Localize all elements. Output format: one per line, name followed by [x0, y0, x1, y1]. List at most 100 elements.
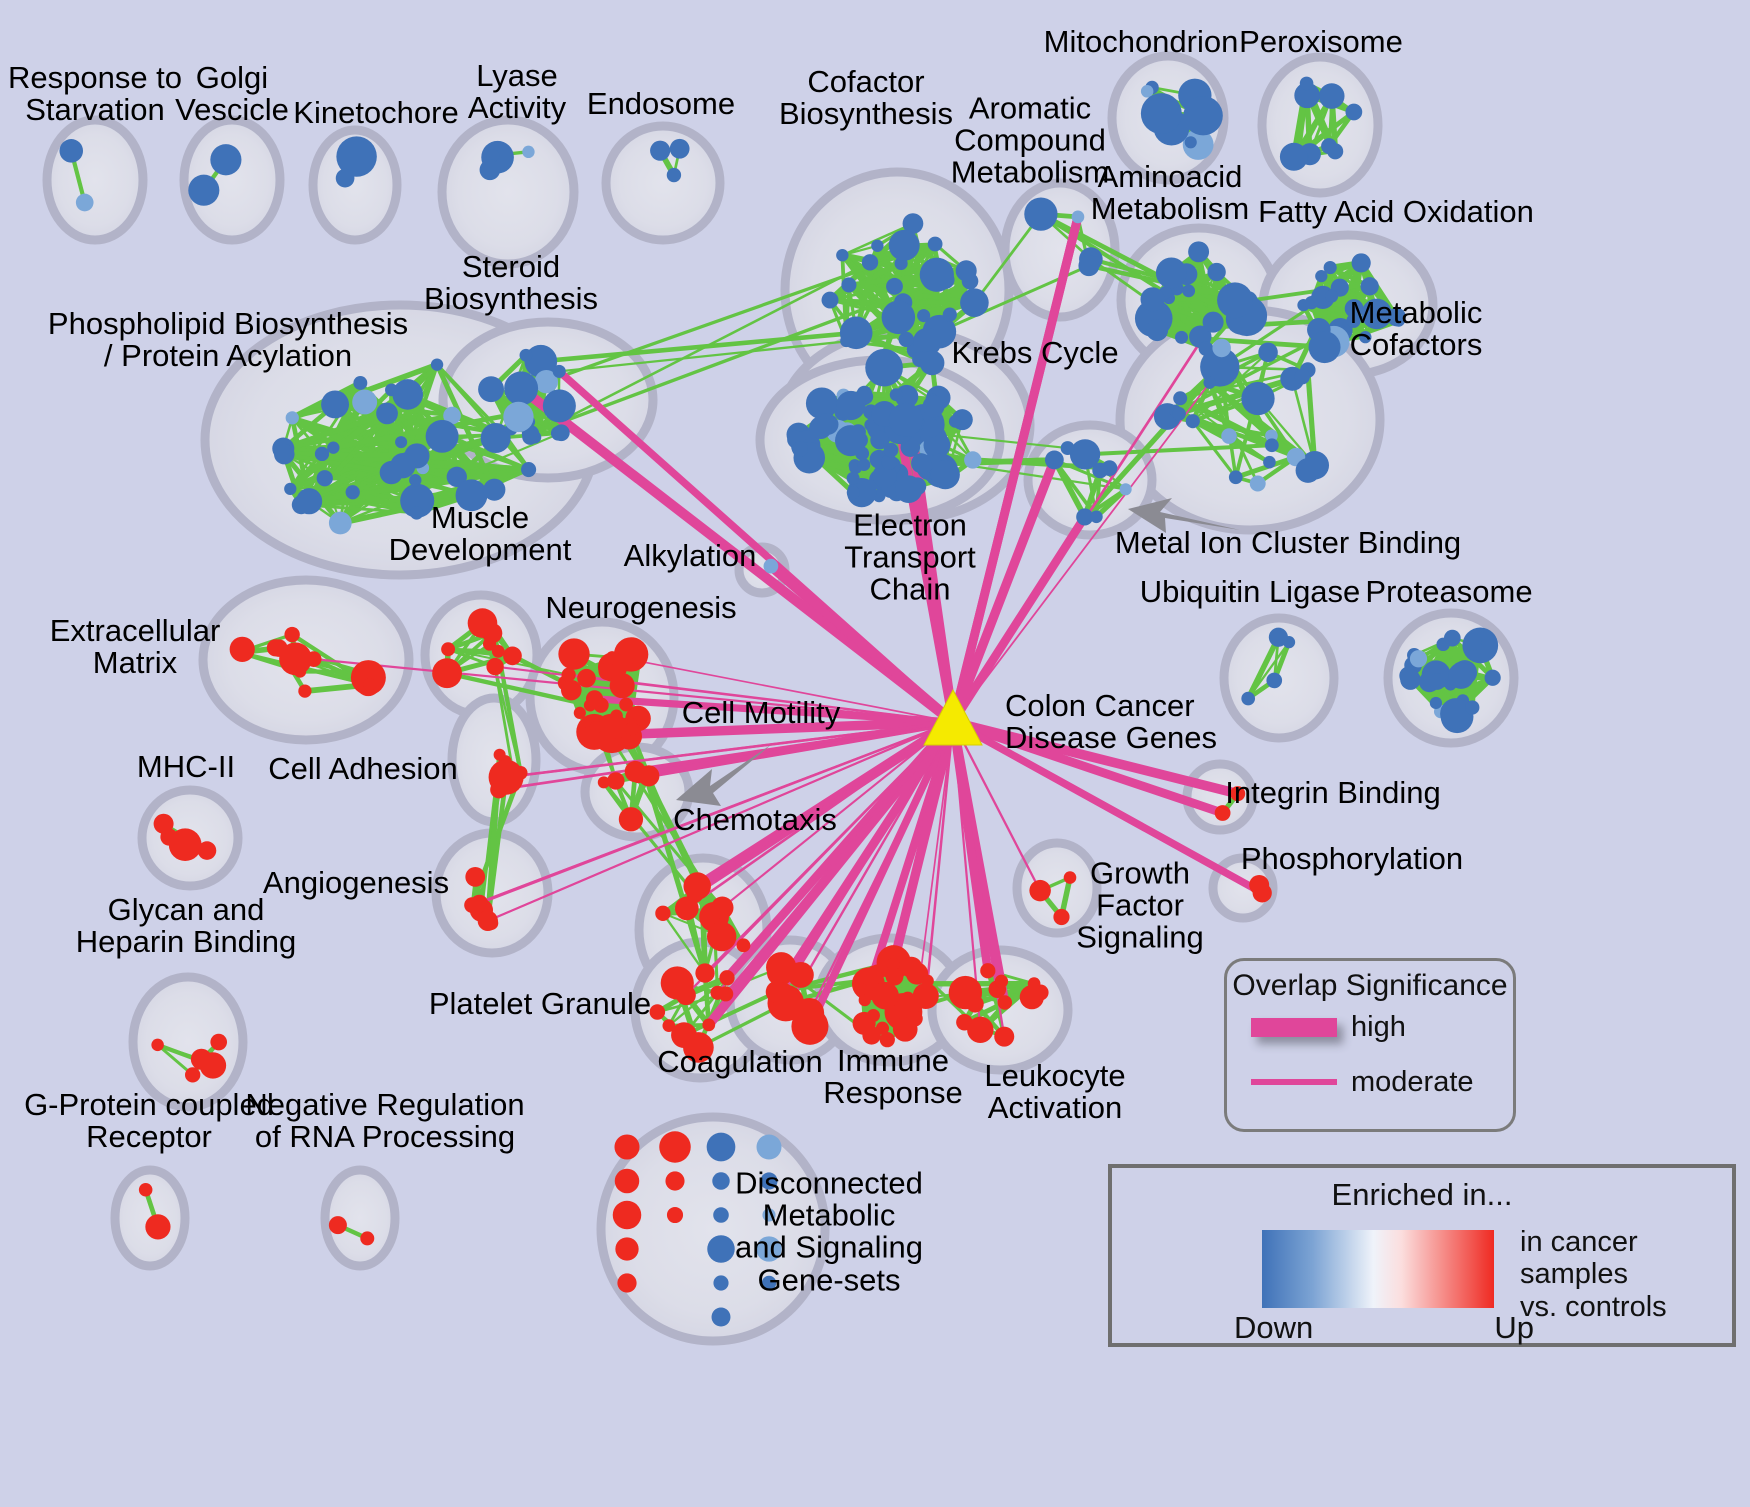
- gene-set-node[interactable]: [1155, 257, 1187, 289]
- gene-set-node[interactable]: [561, 667, 576, 682]
- gene-set-node[interactable]: [1294, 82, 1320, 109]
- gene-set-node[interactable]: [503, 401, 534, 433]
- gene-set-node[interactable]: [465, 866, 486, 887]
- gene-set-node[interactable]: [1241, 381, 1275, 416]
- gene-set-node[interactable]: [1183, 95, 1223, 136]
- gene-set-node[interactable]: [1207, 262, 1226, 282]
- gene-set-node[interactable]: [841, 277, 857, 293]
- gene-set-node[interactable]: [1119, 483, 1132, 496]
- gene-set-node[interactable]: [558, 638, 590, 670]
- gene-set-node[interactable]: [1387, 307, 1406, 327]
- gene-set-node[interactable]: [577, 668, 596, 688]
- gene-set-node[interactable]: [847, 477, 877, 508]
- gene-set-node[interactable]: [1325, 289, 1339, 303]
- gene-set-node[interactable]: [270, 639, 288, 657]
- gene-set-node[interactable]: [765, 980, 788, 1003]
- gene-set-node[interactable]: [585, 690, 604, 708]
- gene-set-node[interactable]: [314, 446, 330, 462]
- gene-set-node[interactable]: [229, 636, 255, 662]
- gene-set-node[interactable]: [59, 139, 84, 163]
- gene-set-node[interactable]: [1249, 475, 1266, 492]
- disconnected-node[interactable]: [665, 1171, 685, 1191]
- gene-set-node[interactable]: [1440, 698, 1472, 730]
- gene-set-node[interactable]: [1076, 508, 1094, 526]
- gene-set-node[interactable]: [1063, 871, 1077, 884]
- gene-set-node[interactable]: [846, 471, 860, 485]
- gene-set-node[interactable]: [1221, 428, 1237, 444]
- gene-set-node[interactable]: [955, 260, 977, 282]
- gene-set-node[interactable]: [967, 1016, 994, 1044]
- gene-set-node[interactable]: [197, 841, 217, 860]
- gene-set-node[interactable]: [138, 1182, 153, 1197]
- gene-set-node[interactable]: [711, 896, 734, 919]
- gene-set-node[interactable]: [922, 395, 945, 418]
- gene-set-node[interactable]: [1346, 313, 1361, 328]
- gene-set-node[interactable]: [1182, 284, 1196, 298]
- gene-set-node[interactable]: [328, 1216, 347, 1235]
- gene-set-node[interactable]: [839, 316, 873, 350]
- gene-set-node[interactable]: [736, 938, 751, 953]
- gene-set-node[interactable]: [522, 428, 539, 445]
- gene-set-node[interactable]: [618, 807, 644, 832]
- gene-set-node[interactable]: [870, 430, 890, 450]
- gene-set-node[interactable]: [432, 658, 462, 689]
- gene-set-node[interactable]: [493, 748, 506, 761]
- gene-set-node[interactable]: [888, 229, 920, 261]
- gene-set-node[interactable]: [1249, 874, 1270, 895]
- gene-set-node[interactable]: [1024, 197, 1058, 231]
- gene-set-node[interactable]: [1359, 330, 1372, 344]
- gene-set-node[interactable]: [650, 140, 671, 161]
- gene-set-node[interactable]: [1351, 253, 1371, 273]
- gene-set-node[interactable]: [605, 715, 628, 739]
- gene-set-node[interactable]: [1241, 691, 1256, 706]
- gene-set-node[interactable]: [598, 662, 616, 681]
- gene-set-node[interactable]: [1230, 786, 1246, 802]
- gene-set-node[interactable]: [836, 249, 849, 262]
- disconnected-node[interactable]: [615, 1237, 639, 1261]
- gene-set-node[interactable]: [1146, 319, 1169, 342]
- gene-set-node[interactable]: [923, 431, 951, 459]
- gene-set-node[interactable]: [284, 482, 297, 496]
- gene-set-node[interactable]: [560, 679, 582, 701]
- gene-set-node[interactable]: [153, 813, 174, 834]
- gene-set-node[interactable]: [1184, 136, 1197, 149]
- gene-set-node[interactable]: [911, 453, 932, 474]
- gene-set-node[interactable]: [660, 966, 694, 1000]
- gene-set-node[interactable]: [1212, 338, 1231, 358]
- disconnected-node[interactable]: [614, 1168, 640, 1194]
- gene-set-node[interactable]: [580, 726, 599, 745]
- gene-set-node[interactable]: [1299, 76, 1314, 91]
- gene-set-node[interactable]: [1295, 458, 1321, 483]
- disconnected-node[interactable]: [756, 1134, 782, 1160]
- gene-set-node[interactable]: [718, 986, 734, 1002]
- gene-set-node[interactable]: [889, 388, 903, 402]
- gene-set-node[interactable]: [481, 622, 503, 644]
- gene-set-node[interactable]: [964, 451, 982, 469]
- gene-set-node[interactable]: [662, 1019, 676, 1032]
- gene-set-node[interactable]: [1429, 696, 1443, 710]
- gene-set-node[interactable]: [855, 983, 868, 996]
- gene-set-node[interactable]: [185, 1067, 201, 1083]
- gene-set-node[interactable]: [145, 1214, 171, 1240]
- gene-set-node[interactable]: [942, 307, 957, 322]
- gene-set-node[interactable]: [683, 1032, 714, 1063]
- gene-set-node[interactable]: [619, 697, 634, 712]
- gene-set-node[interactable]: [390, 453, 416, 479]
- gene-set-node[interactable]: [350, 660, 386, 696]
- gene-set-node[interactable]: [683, 872, 711, 900]
- disconnected-node[interactable]: [756, 1236, 782, 1262]
- gene-set-node[interactable]: [327, 441, 340, 454]
- gene-set-node[interactable]: [649, 1004, 666, 1020]
- gene-set-node[interactable]: [360, 1231, 375, 1246]
- gene-set-node[interactable]: [486, 657, 504, 676]
- gene-set-node[interactable]: [455, 479, 488, 512]
- gene-set-node[interactable]: [1323, 261, 1337, 275]
- gene-set-node[interactable]: [888, 402, 923, 437]
- gene-set-node[interactable]: [912, 327, 942, 357]
- gene-set-node[interactable]: [948, 415, 962, 428]
- disconnected-node[interactable]: [713, 1207, 729, 1223]
- gene-set-node[interactable]: [352, 389, 378, 415]
- gene-set-node[interactable]: [1173, 391, 1188, 406]
- gene-set-node[interactable]: [1188, 241, 1210, 263]
- gene-set-node[interactable]: [483, 478, 506, 501]
